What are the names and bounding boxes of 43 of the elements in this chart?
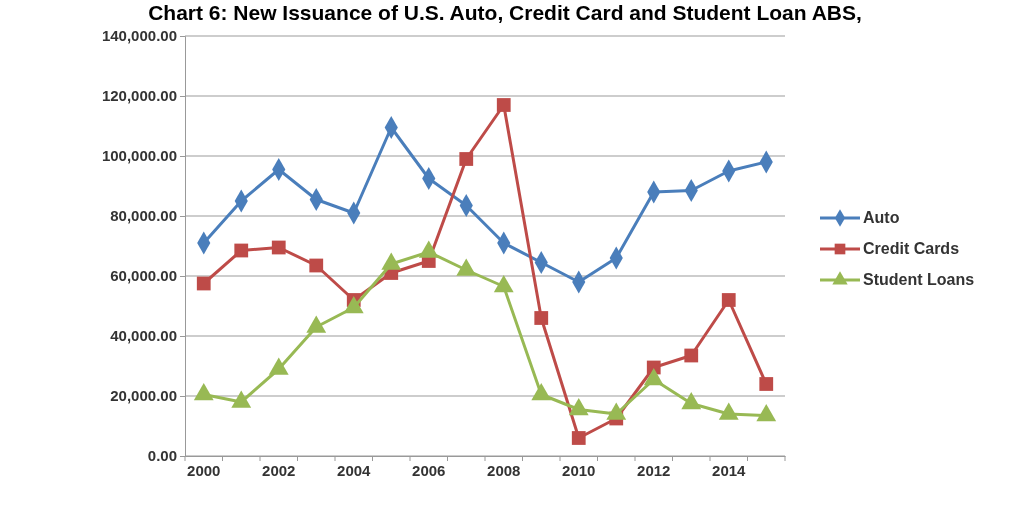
y-tick-label: 100,000.00	[101, 147, 177, 165]
point	[268, 357, 289, 375]
y-tick-label: 60,000.00	[110, 267, 177, 285]
point	[718, 402, 739, 420]
x-tick-label: 2014	[712, 461, 747, 479]
point	[606, 402, 627, 420]
point	[681, 392, 702, 410]
point	[343, 296, 364, 314]
y-tick-label: 120,000.00	[101, 87, 177, 105]
point	[721, 293, 736, 307]
point	[309, 258, 324, 273]
point	[234, 243, 249, 258]
point	[684, 348, 699, 363]
point	[568, 398, 589, 416]
chart-title: Chart 6: New Issuance of U.S. Auto, Credit Card and Student Loan ABS,	[148, 1, 862, 24]
point	[493, 275, 514, 293]
y-tick-label: 0.00	[147, 447, 177, 465]
x-tick-label: 2010	[562, 461, 596, 479]
point	[459, 152, 474, 166]
point	[531, 383, 552, 401]
point	[534, 311, 549, 325]
x-tick-label: 2008	[487, 461, 521, 479]
point	[643, 368, 664, 386]
point	[271, 240, 286, 255]
x-tick-label: 2006	[412, 461, 446, 479]
point	[196, 276, 211, 291]
x-tick-label: 2004	[337, 461, 372, 479]
legend-label: Credit Cards	[863, 240, 960, 257]
point	[231, 390, 252, 408]
point	[306, 315, 327, 333]
point	[759, 377, 774, 391]
y-tick-label: 140,000.00	[101, 27, 177, 45]
y-tick-label: 40,000.00	[110, 327, 177, 345]
y-tick-label: 80,000.00	[110, 207, 177, 225]
x-tick-label: 2002	[262, 461, 296, 479]
x-tick-label: 2012	[637, 461, 671, 479]
point	[496, 98, 511, 112]
point	[756, 404, 777, 422]
legend-label: Student Loans	[863, 271, 975, 288]
legend-label: Auto	[863, 209, 900, 226]
x-tick-label: 2000	[187, 461, 221, 479]
y-tick-label: 20,000.00	[110, 387, 177, 405]
point	[193, 383, 214, 401]
